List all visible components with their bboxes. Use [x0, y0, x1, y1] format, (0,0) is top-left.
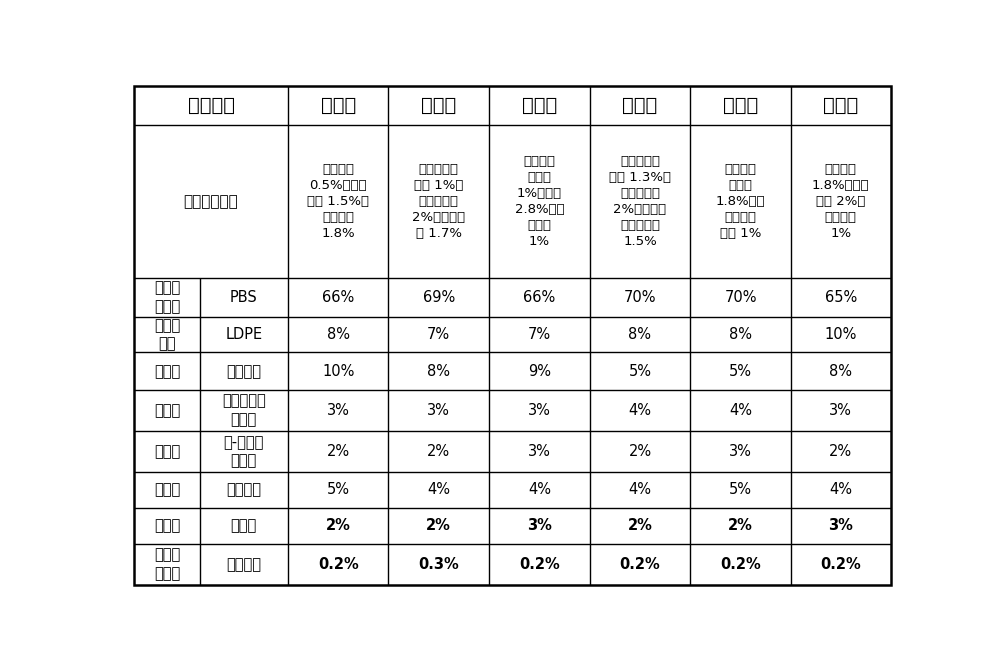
Text: 9%: 9% — [528, 364, 551, 378]
Text: 66%: 66% — [523, 290, 556, 305]
Text: 气相防锈助剂: 气相防锈助剂 — [184, 194, 238, 208]
Text: 2%: 2% — [326, 519, 351, 533]
Text: 8%: 8% — [427, 364, 450, 378]
Text: LDPE: LDPE — [225, 327, 262, 342]
Text: 2%: 2% — [628, 519, 652, 533]
Text: 0.2%: 0.2% — [620, 556, 660, 572]
Text: 分散剂: 分散剂 — [154, 483, 180, 497]
Text: 5%: 5% — [729, 364, 752, 378]
Text: 配比六: 配比六 — [823, 96, 858, 115]
Text: 3%: 3% — [828, 519, 853, 533]
Text: 4%: 4% — [628, 483, 651, 497]
Text: 邻苯二甲酸
二辛酯: 邻苯二甲酸 二辛酯 — [222, 394, 266, 427]
Text: 2%: 2% — [427, 444, 450, 459]
Text: 66%: 66% — [322, 290, 354, 305]
Text: 配比五: 配比五 — [723, 96, 758, 115]
Text: 8%: 8% — [829, 364, 852, 378]
Text: 69%: 69% — [423, 290, 455, 305]
Text: 0.2%: 0.2% — [820, 556, 861, 572]
Text: 3%: 3% — [528, 403, 551, 418]
Text: 3%: 3% — [327, 403, 350, 418]
Text: 增塑剂: 增塑剂 — [154, 403, 180, 418]
Text: 3%: 3% — [729, 444, 752, 459]
Text: 原料名称: 原料名称 — [188, 96, 235, 115]
Text: 0.2%: 0.2% — [519, 556, 560, 572]
Text: 3%: 3% — [528, 444, 551, 459]
Text: 65%: 65% — [825, 290, 857, 305]
Text: 10%: 10% — [322, 364, 354, 378]
Text: 8%: 8% — [327, 327, 350, 342]
Text: 配比二: 配比二 — [421, 96, 456, 115]
Text: 苯甲酸单
乙醇胺
1%、尿素
2.8%、亚
硝酸钠
1%: 苯甲酸单 乙醇胺 1%、尿素 2.8%、亚 硝酸钠 1% — [515, 155, 564, 248]
Text: 聚乙烯蜡: 聚乙烯蜡 — [226, 483, 261, 497]
Text: 配比四: 配比四 — [622, 96, 658, 115]
Text: PBS: PBS — [230, 290, 258, 305]
Text: 2%: 2% — [728, 519, 753, 533]
Text: 2%: 2% — [829, 444, 852, 459]
Text: 4%: 4% — [427, 483, 450, 497]
Text: 0.3%: 0.3% — [418, 556, 459, 572]
Text: 5%: 5% — [628, 364, 651, 378]
Text: 改性剂: 改性剂 — [154, 364, 180, 378]
Text: 亚硝酸二环
己胺 1%、
苯骈三氯唑
2%、乌洛托
品 1.7%: 亚硝酸二环 己胺 1%、 苯骈三氯唑 2%、乌洛托 品 1.7% — [412, 163, 465, 240]
Text: 亚硝酸钠
0.5%、乌洛
托品 1.5%、
苯甲酸钠
1.8%: 亚硝酸钠 0.5%、乌洛 托品 1.5%、 苯甲酸钠 1.8% — [307, 163, 369, 240]
Text: 4%: 4% — [829, 483, 852, 497]
Text: 3%: 3% — [427, 403, 450, 418]
Text: 硬脂酸乙
醇酰胺
1.8%、烷
基苯骈三
氮唑 1%: 硬脂酸乙 醇酰胺 1.8%、烷 基苯骈三 氮唑 1% — [716, 163, 765, 240]
Text: 聚烯烃
载体: 聚烯烃 载体 — [154, 318, 180, 351]
Text: 生物降
解材料: 生物降 解材料 — [154, 280, 180, 314]
Text: 70%: 70% — [724, 290, 757, 305]
Text: 2%: 2% — [426, 519, 451, 533]
Text: 0.2%: 0.2% — [318, 556, 359, 572]
Text: 8%: 8% — [729, 327, 752, 342]
Text: 4%: 4% — [729, 403, 752, 418]
Text: 3%: 3% — [527, 519, 552, 533]
Text: 0.2%: 0.2% — [720, 556, 761, 572]
Text: 钛-铝复合
偶联剂: 钛-铝复合 偶联剂 — [224, 435, 264, 468]
Text: 其他加
工助剂: 其他加 工助剂 — [154, 547, 180, 581]
Text: 亚硝基二环
己胺 1.3%、
邻硝基酚钠
2%、邻硝基
酚二环己胺
1.5%: 亚硝基二环 己胺 1.3%、 邻硝基酚钠 2%、邻硝基 酚二环己胺 1.5% — [609, 155, 671, 248]
Text: 10%: 10% — [825, 327, 857, 342]
Text: 单乙醇胺
1.8%、苯甲
酸钠 2%、
乌洛托品
1%: 单乙醇胺 1.8%、苯甲 酸钠 2%、 乌洛托品 1% — [812, 163, 870, 240]
Text: 配比一: 配比一 — [321, 96, 356, 115]
Text: 8%: 8% — [628, 327, 651, 342]
Text: 5%: 5% — [327, 483, 350, 497]
Text: 7%: 7% — [427, 327, 450, 342]
Text: 2%: 2% — [327, 444, 350, 459]
Text: 硬脂酸: 硬脂酸 — [231, 519, 257, 533]
Text: 3%: 3% — [829, 403, 852, 418]
Text: 4%: 4% — [528, 483, 551, 497]
Text: 5%: 5% — [729, 483, 752, 497]
Text: 润滑剂: 润滑剂 — [154, 519, 180, 533]
Text: 偶联剂: 偶联剂 — [154, 444, 180, 459]
Text: 2%: 2% — [628, 444, 652, 459]
Text: 碳酸钙粉: 碳酸钙粉 — [226, 364, 261, 378]
Text: 70%: 70% — [624, 290, 656, 305]
Text: 配比三: 配比三 — [522, 96, 557, 115]
Text: 4%: 4% — [628, 403, 651, 418]
Text: 芥酸酰胺: 芥酸酰胺 — [226, 556, 261, 572]
Text: 7%: 7% — [528, 327, 551, 342]
